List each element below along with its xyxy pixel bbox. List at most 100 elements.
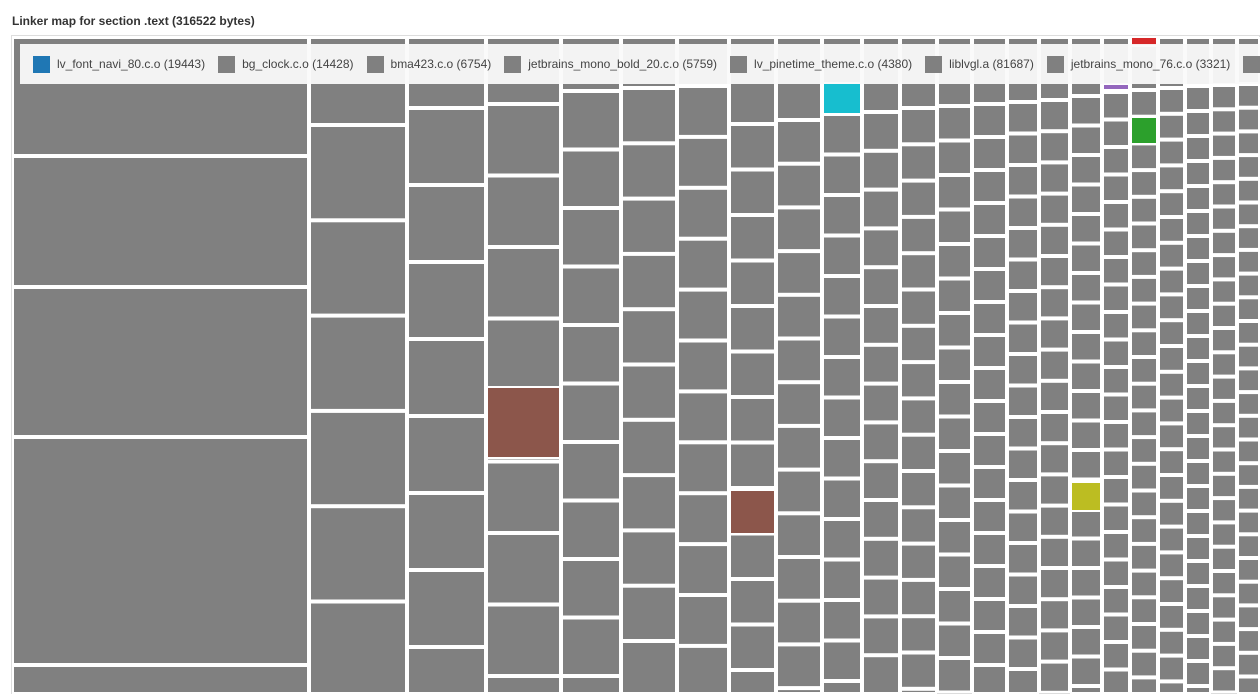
treemap-cell[interactable]: [822, 600, 862, 641]
treemap-cell[interactable]: [1237, 273, 1260, 298]
treemap-cell[interactable]: [1102, 202, 1130, 230]
treemap-cell[interactable]: [937, 451, 972, 486]
treemap-cell[interactable]: [822, 316, 862, 357]
treemap-cell[interactable]: [1007, 196, 1039, 228]
treemap-cell[interactable]: [776, 513, 822, 557]
treemap-cell[interactable]: [1007, 291, 1039, 323]
treemap-cell[interactable]: [1039, 287, 1070, 319]
treemap-cell[interactable]: [900, 362, 937, 399]
treemap-cell[interactable]: [1237, 155, 1260, 179]
treemap-cell[interactable]: [1185, 161, 1211, 186]
treemap-cell[interactable]: [729, 489, 776, 535]
treemap-cell[interactable]: [1007, 322, 1039, 354]
treemap-cell[interactable]: [822, 82, 862, 115]
treemap-cell[interactable]: [1130, 250, 1158, 277]
treemap-cell[interactable]: [1102, 312, 1130, 340]
treemap-cell[interactable]: [900, 616, 937, 653]
treemap-cell[interactable]: [776, 120, 822, 164]
treemap-cell[interactable]: [900, 108, 937, 145]
treemap-cell[interactable]: [1185, 661, 1211, 686]
treemap-cell[interactable]: [561, 442, 621, 501]
treemap-cell[interactable]: [729, 670, 776, 694]
legend-item[interactable]: [1243, 55, 1260, 73]
treemap-cell[interactable]: [776, 557, 822, 601]
treemap-cell[interactable]: [1130, 276, 1158, 304]
treemap-cell[interactable]: [1211, 230, 1237, 256]
treemap-cell[interactable]: [561, 676, 621, 694]
treemap-cell[interactable]: [1130, 116, 1158, 145]
treemap-cell[interactable]: [1237, 676, 1260, 694]
treemap-cell[interactable]: [822, 154, 862, 195]
treemap-cell[interactable]: [1102, 449, 1130, 477]
treemap-cell[interactable]: [1070, 391, 1102, 421]
treemap-cell[interactable]: [561, 208, 621, 267]
treemap-cell[interactable]: [937, 347, 972, 382]
treemap-cell[interactable]: [1185, 386, 1211, 411]
treemap-cell[interactable]: [1158, 655, 1185, 682]
treemap-cell[interactable]: [937, 485, 972, 520]
treemap-cell[interactable]: [309, 601, 407, 694]
treemap-cell[interactable]: [1102, 394, 1130, 422]
treemap-cell[interactable]: [1039, 536, 1070, 568]
treemap-cell[interactable]: [677, 544, 729, 595]
treemap-cell[interactable]: [677, 340, 729, 392]
treemap-cell[interactable]: [729, 624, 776, 670]
treemap-cell[interactable]: [1158, 475, 1185, 501]
treemap-cell[interactable]: [1130, 90, 1158, 117]
treemap-cell[interactable]: [900, 289, 937, 326]
treemap-cell[interactable]: [972, 335, 1007, 368]
treemap-cell[interactable]: [407, 262, 486, 339]
treemap-cell[interactable]: [776, 163, 822, 208]
treemap-cell[interactable]: [1237, 368, 1260, 393]
treemap-cell[interactable]: [822, 478, 862, 519]
treemap-cell[interactable]: [729, 169, 776, 215]
treemap-cell[interactable]: [822, 276, 862, 317]
treemap-cell[interactable]: [972, 599, 1007, 632]
treemap-cell[interactable]: [1158, 217, 1185, 243]
treemap-cell[interactable]: [1070, 302, 1102, 332]
treemap-cell[interactable]: [1211, 425, 1237, 450]
treemap-cell[interactable]: [1070, 155, 1102, 185]
treemap-cell[interactable]: [822, 519, 862, 560]
treemap-cell[interactable]: [1185, 136, 1211, 161]
treemap-cell[interactable]: [1185, 361, 1211, 386]
treemap-cell[interactable]: [900, 688, 937, 694]
treemap-cell[interactable]: [972, 236, 1007, 269]
treemap-cell[interactable]: [1211, 595, 1237, 620]
treemap-cell[interactable]: [1237, 178, 1260, 203]
treemap-cell[interactable]: [1237, 392, 1260, 416]
treemap-cell[interactable]: [822, 357, 862, 398]
treemap-cell[interactable]: [1070, 538, 1102, 568]
treemap-cell[interactable]: [1158, 294, 1185, 321]
treemap-cell[interactable]: [1158, 681, 1185, 694]
treemap-cell[interactable]: [822, 195, 862, 236]
treemap-cell[interactable]: [1007, 637, 1039, 669]
treemap-cell[interactable]: [1102, 83, 1130, 91]
treemap-cell[interactable]: [1185, 511, 1211, 536]
treemap-cell[interactable]: [862, 112, 900, 151]
treemap-cell[interactable]: [776, 644, 822, 689]
treemap-cell[interactable]: [621, 309, 677, 365]
treemap-cell[interactable]: [1158, 449, 1185, 476]
treemap-cell[interactable]: [822, 438, 862, 479]
treemap-cell[interactable]: [1102, 559, 1130, 587]
treemap-cell[interactable]: [1158, 604, 1185, 630]
treemap-cell[interactable]: [621, 641, 677, 694]
treemap-cell[interactable]: [862, 655, 900, 694]
treemap-cell[interactable]: [1070, 273, 1102, 303]
treemap-cell[interactable]: [1158, 423, 1185, 450]
treemap-cell[interactable]: [677, 442, 729, 494]
treemap-cell[interactable]: [407, 570, 486, 647]
treemap-cell[interactable]: [776, 469, 822, 514]
treemap-cell[interactable]: [776, 600, 822, 645]
treemap-cell[interactable]: [1185, 86, 1211, 111]
treemap-cell[interactable]: [900, 144, 937, 181]
treemap-cell[interactable]: [621, 88, 677, 144]
treemap-cell[interactable]: [1007, 133, 1039, 165]
treemap-cell[interactable]: [729, 260, 776, 306]
treemap-cell[interactable]: [862, 538, 900, 578]
treemap-cell[interactable]: [1185, 436, 1211, 461]
treemap-cell[interactable]: [1039, 568, 1070, 600]
treemap-cell[interactable]: [677, 136, 729, 188]
treemap-cell[interactable]: [1211, 376, 1237, 401]
